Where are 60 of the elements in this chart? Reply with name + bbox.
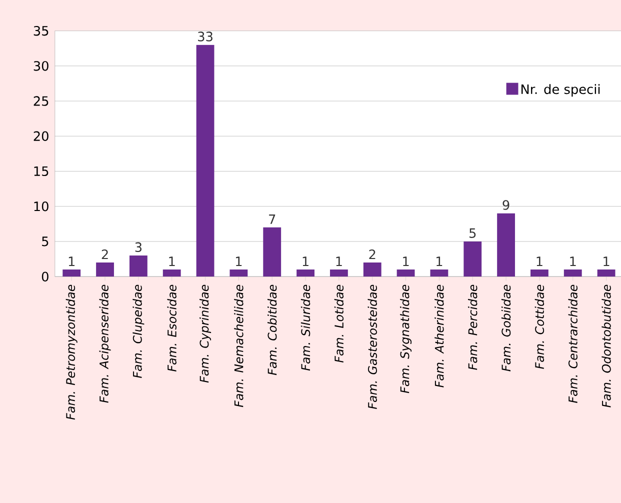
x-tick-label: Fam. Gobiidae: [501, 284, 511, 372]
bar: [129, 255, 148, 276]
bar: [162, 269, 181, 276]
legend-label: Nr. de specii: [521, 84, 600, 96]
bar: [196, 44, 214, 276]
data-label: 1: [336, 256, 342, 266]
data-label: 1: [403, 256, 409, 266]
y-tick-label: 15: [34, 166, 48, 176]
data-label: 5: [470, 228, 476, 238]
bar: [230, 269, 248, 276]
x-tick-label: Fam. Clupeidae: [132, 284, 144, 378]
data-label: 1: [570, 256, 576, 266]
bar: [330, 269, 348, 276]
data-label: 1: [436, 256, 442, 266]
x-tick-label: Fam. Acipenseridae: [99, 284, 111, 403]
y-tick-label: 35: [34, 26, 48, 36]
x-tick-label: Fam. Odontobutidae: [602, 284, 611, 408]
bar: [497, 213, 515, 276]
x-tick-label: Fam. Cottidae: [534, 284, 544, 369]
bar: [396, 269, 415, 276]
x-tick-label: Fam. Esocidae: [167, 284, 176, 372]
bar: [296, 269, 314, 276]
x-tick-label: Fam. Percidae: [468, 284, 478, 370]
y-tick-label: 25: [34, 96, 48, 106]
x-tick-label: Fam. Gasterosteidae: [368, 284, 377, 409]
x-tick-label: Fam. Cobitidae: [268, 284, 277, 375]
bar: [530, 269, 548, 276]
x-tick-label: Fam. Siluridae: [300, 284, 310, 370]
x-tick-label: Fam. Nemacheilidae: [234, 284, 244, 407]
y-tick-label: 0: [42, 272, 48, 282]
data-label: 1: [536, 256, 542, 266]
x-tick-label: Fam. Cyprinidae: [200, 284, 212, 382]
data-label: 7: [269, 214, 276, 224]
bar: [430, 269, 448, 276]
data-label: 2: [369, 249, 376, 259]
x-tick-label: Fam. Petromyzontidae: [66, 284, 78, 420]
bar: [263, 227, 282, 276]
bar: [62, 269, 81, 276]
data-label: 1: [604, 256, 610, 266]
bar: [597, 269, 616, 276]
data-label: 1: [169, 256, 175, 266]
data-label: 1: [68, 256, 75, 266]
y-tick-label: 20: [34, 131, 48, 141]
bar: [363, 262, 382, 276]
bar: [464, 241, 482, 276]
x-tick-label: Fam. Atherinidae: [434, 284, 444, 388]
x-tick-label: Fam. Centrarchidae: [568, 284, 578, 403]
data-label: 1: [302, 256, 308, 266]
y-tick-label: 30: [34, 60, 48, 71]
y-tick-label: 10: [34, 201, 48, 212]
data-label: 9: [502, 200, 510, 210]
y-tick-label: 5: [42, 236, 48, 246]
bar: [96, 262, 114, 276]
x-tick-label: Fam. Sygnathidae: [400, 284, 412, 393]
bar: [564, 269, 582, 276]
x-tick-label: Fam. Lotidae: [334, 284, 344, 362]
data-label: 33: [198, 31, 212, 42]
data-label: 3: [135, 242, 142, 252]
data-label: 1: [236, 256, 242, 266]
data-label: 2: [102, 249, 108, 259]
